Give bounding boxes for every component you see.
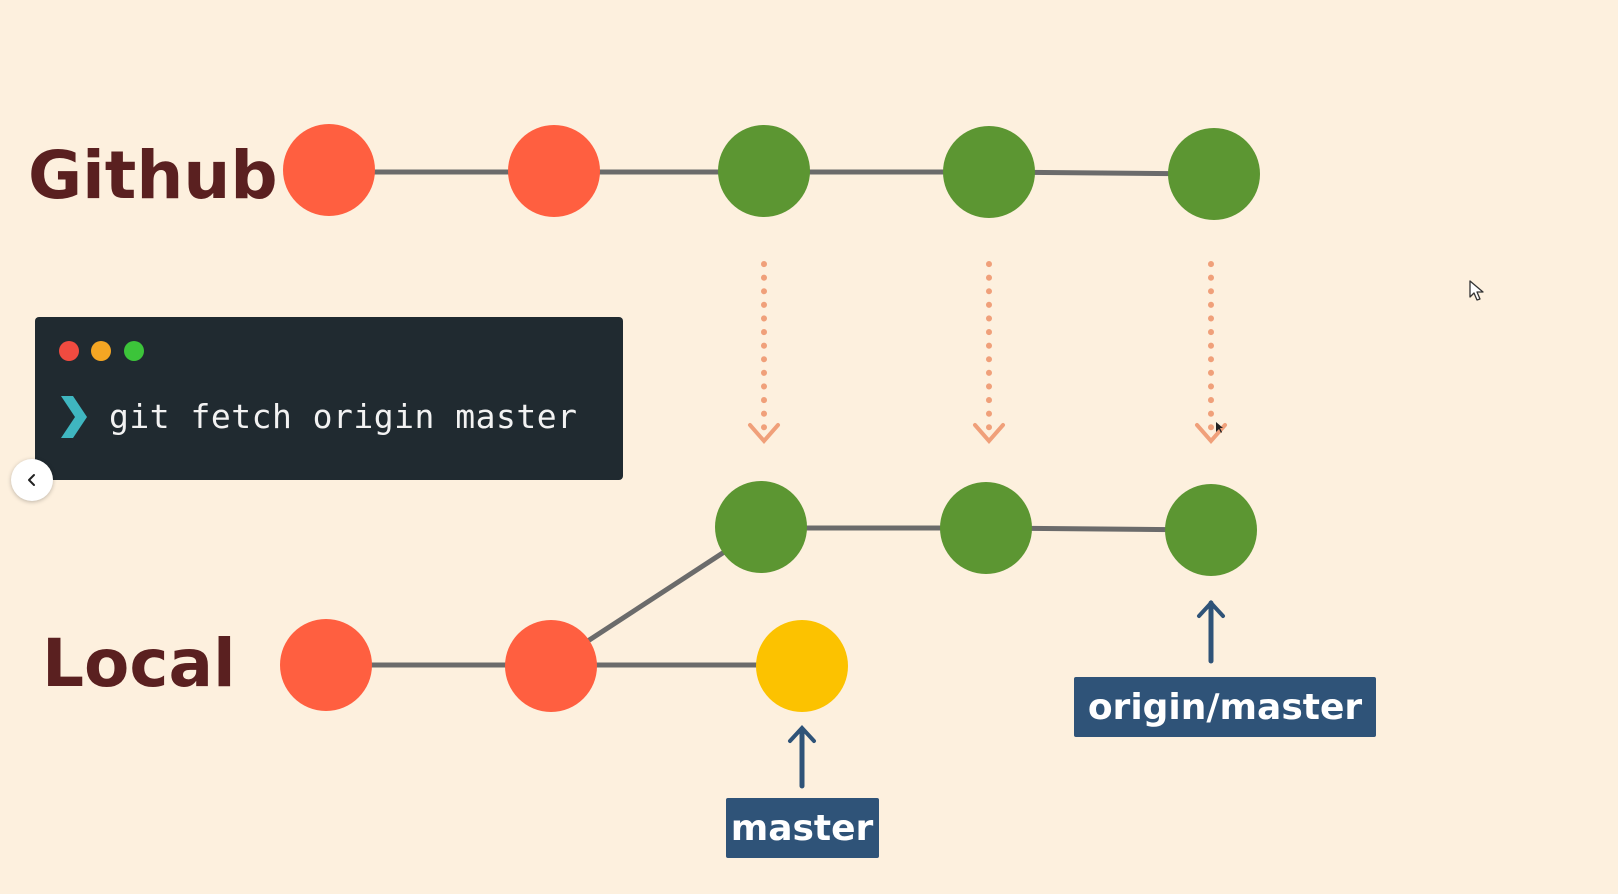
origin-master-pointer-arrow <box>1197 600 1225 664</box>
terminal-command: git fetch origin master <box>109 397 578 436</box>
ref-arrows <box>788 600 1225 789</box>
master-ref: master <box>726 798 879 858</box>
commit-node-local <box>756 620 848 712</box>
fetch-arrow <box>1195 261 1227 445</box>
origin-master-ref-label: origin/master <box>1088 687 1363 728</box>
cursor-artifact-icon <box>1216 422 1223 433</box>
chevron-right-icon <box>61 396 87 438</box>
commit-node-fetched <box>940 482 1032 574</box>
local-label: Local <box>42 625 236 702</box>
local-commits <box>280 481 1257 712</box>
fetch-arrows <box>748 261 1227 445</box>
chevron-left-icon <box>28 474 35 486</box>
commit-node-fetched <box>1165 484 1257 576</box>
fetch-arrow <box>748 261 780 445</box>
commit-node-shared <box>280 619 372 711</box>
github-commits <box>283 124 1260 220</box>
origin-master-ref-box <box>1074 677 1376 737</box>
github-label: Github <box>28 137 278 214</box>
origin-master-ref: origin/master <box>1074 677 1376 737</box>
master-ref-label: master <box>731 808 874 849</box>
master-pointer-arrow <box>788 725 816 789</box>
close-dot-icon <box>59 341 79 361</box>
commit-node-remote <box>1168 128 1260 220</box>
commit-node-remote <box>943 126 1035 218</box>
back-button[interactable] <box>11 459 53 501</box>
commit-node-remote <box>718 125 810 217</box>
master-ref-box <box>726 798 879 858</box>
maximize-dot-icon <box>124 341 144 361</box>
minimize-dot-icon <box>91 341 111 361</box>
mouse-pointer-icon <box>1469 280 1484 301</box>
terminal-window: git fetch origin master <box>35 317 623 480</box>
commit-node-shared <box>508 125 600 217</box>
commit-node-shared <box>505 620 597 712</box>
fetch-arrow <box>973 261 1005 445</box>
commit-node-shared <box>283 124 375 216</box>
commit-node-fetched <box>715 481 807 573</box>
